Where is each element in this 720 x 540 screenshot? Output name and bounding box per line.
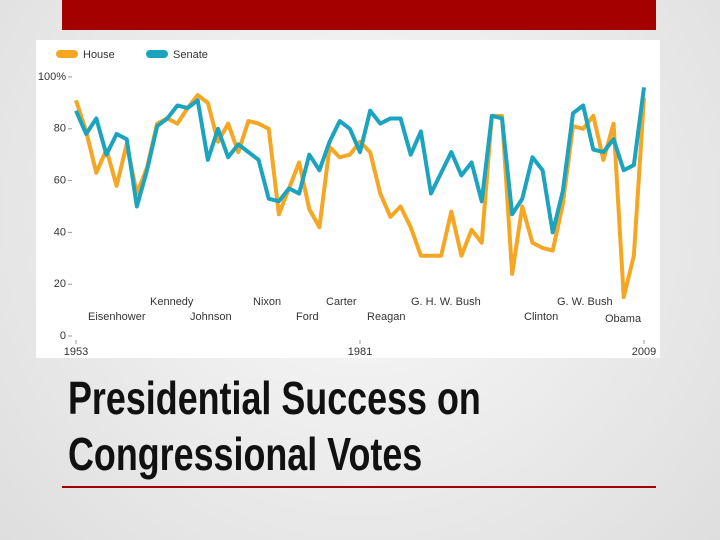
president-label: Johnson [190,311,232,323]
slide-title: Presidential Success on Congressional Vo… [68,370,481,482]
president-label: Ford [296,311,319,323]
header-bar [62,0,656,30]
y-tick-label: 0 [60,330,66,342]
president-label: G. H. W. Bush [411,296,481,308]
legend-label: House [83,49,115,61]
president-label: Reagan [367,311,406,323]
chart: 0 20 40 60 100% 80 1953 1981 2009 House Senate Eise… [36,40,660,358]
y-tick-label: 80 [54,123,66,135]
legend-swatch [56,50,78,58]
legend-swatch [146,50,168,58]
x-tick-label: 2009 [632,346,656,358]
president-label: G. W. Bush [557,296,613,308]
y-tick-label: 100% [38,71,66,83]
title-line: Congressional Votes [68,428,423,480]
title-line: Presidential Success on [68,372,481,424]
y-tick-label: 40 [54,226,66,238]
president-label: Clinton [524,311,558,323]
president-label: Carter [326,296,357,308]
x-tick-label: 1953 [64,346,88,358]
series-line [74,87,646,235]
y-tick-label: 20 [54,278,66,290]
y-tick-label: 60 [54,175,66,187]
legend-label: Senate [173,49,208,61]
series-line [74,93,646,300]
president-label: Eisenhower [88,311,146,323]
title-rule [62,486,656,488]
x-tick-label: 1981 [348,346,372,358]
president-label: Nixon [253,296,281,308]
president-label: Obama [605,313,642,325]
president-label: Kennedy [150,296,194,308]
